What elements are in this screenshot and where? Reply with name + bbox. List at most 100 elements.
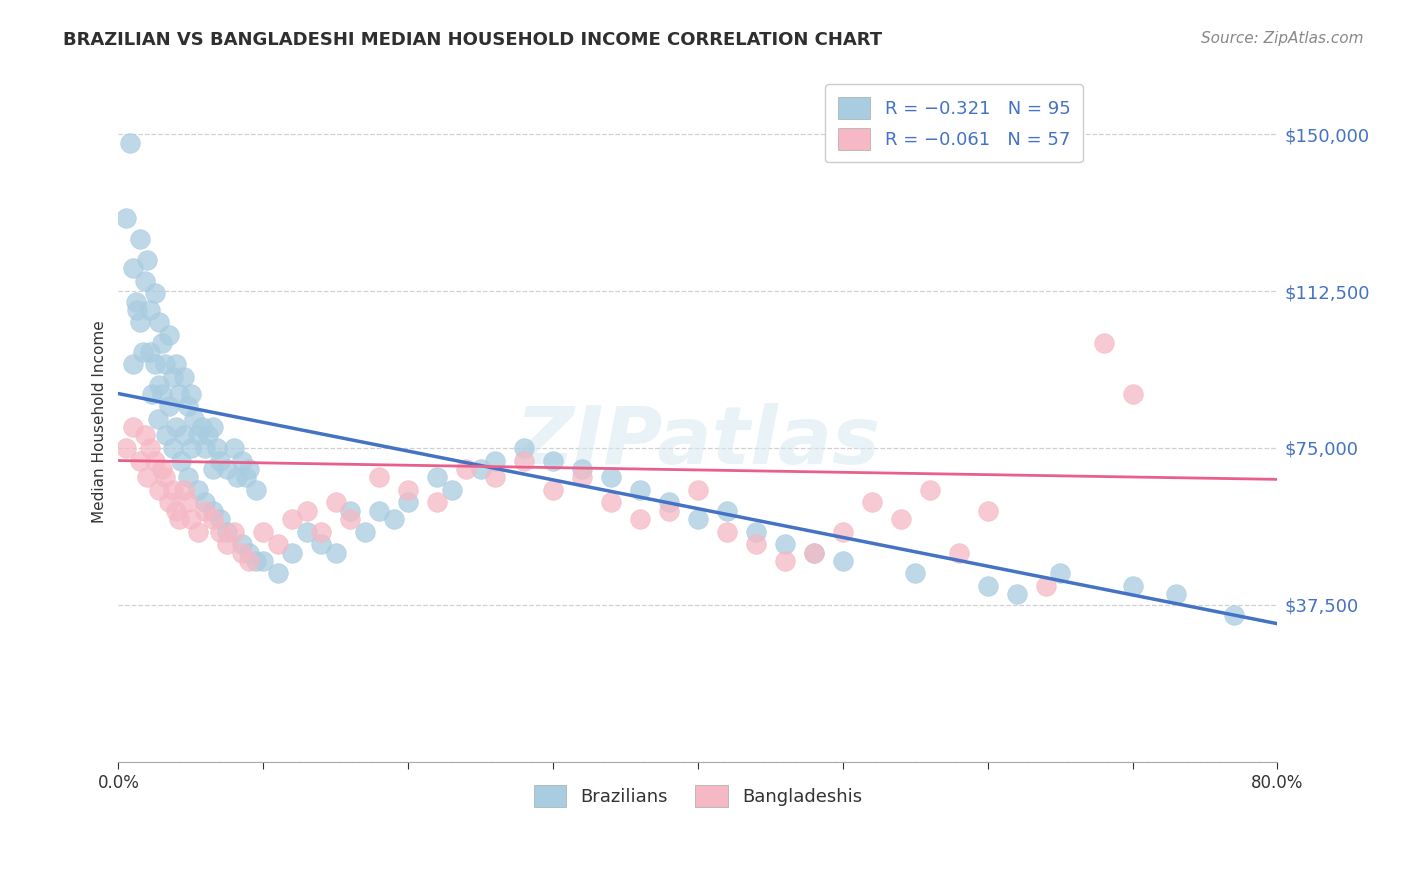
Point (1005, 587, 1028, 601)
Point (1049, 566, 1071, 581)
Point (571, 470, 593, 484)
Legend: Brazilians, Bangladeshis: Brazilians, Bangladeshis (526, 778, 869, 814)
Point (201, 462, 224, 476)
Point (139, 344, 162, 359)
Point (143, 453, 166, 467)
Point (173, 428, 195, 442)
Point (628, 512, 651, 526)
Point (191, 420, 214, 434)
Point (231, 453, 253, 467)
Point (201, 512, 224, 526)
Point (716, 524, 738, 539)
Point (141, 386, 163, 401)
Point (157, 328, 180, 343)
Point (129, 316, 152, 330)
Point (831, 524, 853, 539)
Point (136, 252, 159, 267)
Point (686, 512, 709, 526)
Point (353, 524, 375, 539)
Point (180, 386, 202, 401)
Point (281, 512, 304, 526)
Point (125, 294, 148, 309)
Point (127, 302, 149, 317)
Point (295, 504, 318, 518)
Point (136, 470, 159, 484)
Point (177, 399, 200, 413)
Point (860, 495, 883, 509)
Point (157, 399, 180, 413)
Point (165, 504, 187, 518)
Point (208, 512, 231, 526)
Point (217, 462, 239, 476)
Point (201, 504, 224, 518)
Point (169, 512, 191, 526)
Point (139, 441, 162, 455)
Text: ZIPatlas: ZIPatlas (516, 403, 880, 481)
Point (267, 537, 290, 551)
Point (238, 554, 260, 568)
Point (295, 524, 318, 539)
Point (208, 524, 231, 539)
Point (716, 504, 738, 518)
Point (658, 504, 681, 518)
Point (129, 232, 152, 246)
Point (157, 495, 180, 509)
Point (281, 545, 304, 559)
Point (134, 274, 156, 288)
Point (252, 554, 274, 568)
Point (541, 483, 564, 497)
Point (803, 545, 825, 559)
Point (309, 524, 332, 539)
Point (440, 483, 463, 497)
Point (226, 470, 249, 484)
Point (148, 483, 170, 497)
Point (187, 483, 209, 497)
Point (890, 512, 912, 526)
Point (1164, 587, 1187, 601)
Point (194, 495, 217, 509)
Point (231, 545, 253, 559)
Point (513, 453, 536, 467)
Point (183, 411, 205, 425)
Y-axis label: Median Household Income: Median Household Income (93, 320, 107, 524)
Point (238, 545, 260, 559)
Text: Source: ZipAtlas.com: Source: ZipAtlas.com (1201, 31, 1364, 46)
Point (600, 495, 623, 509)
Point (173, 483, 195, 497)
Point (309, 537, 332, 551)
Point (165, 357, 187, 371)
Point (180, 441, 202, 455)
Point (187, 428, 209, 442)
Point (267, 566, 290, 581)
Point (132, 344, 155, 359)
Point (245, 554, 267, 568)
Point (831, 554, 853, 568)
Point (162, 441, 184, 455)
Point (1122, 579, 1144, 593)
Point (231, 537, 253, 551)
Point (150, 386, 173, 401)
Point (114, 211, 136, 225)
Point (197, 428, 219, 442)
Point (325, 495, 347, 509)
Point (1035, 579, 1057, 593)
Point (134, 428, 156, 442)
Point (150, 462, 173, 476)
Point (628, 483, 651, 497)
Point (745, 537, 768, 551)
Point (146, 411, 169, 425)
Point (169, 386, 191, 401)
Point (252, 524, 274, 539)
Point (155, 428, 177, 442)
Point (339, 512, 361, 526)
Point (224, 524, 246, 539)
Point (235, 470, 257, 484)
Point (368, 470, 391, 484)
Point (194, 441, 217, 455)
Point (658, 495, 681, 509)
Point (162, 483, 184, 497)
Point (382, 512, 405, 526)
Point (325, 545, 347, 559)
Point (513, 441, 536, 455)
Point (143, 357, 166, 371)
